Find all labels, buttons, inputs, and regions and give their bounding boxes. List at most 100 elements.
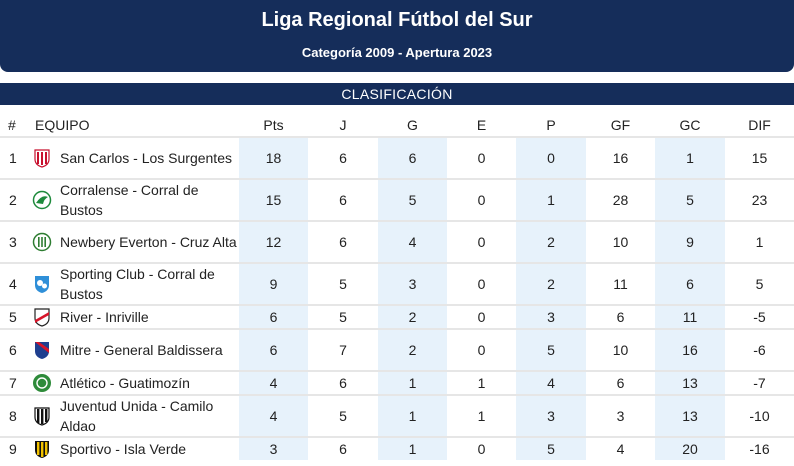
won-cell: 2 — [378, 328, 447, 371]
team-name: Juventud Unida - Camilo Aldao — [60, 398, 214, 434]
goal-difference-cell: -6 — [725, 328, 794, 371]
won-cell: 6 — [378, 136, 447, 179]
table-row[interactable]: 3 Newbery Everton - Cruz Alta 12 6 4 0 2… — [0, 220, 794, 263]
lost-cell: 5 — [516, 328, 586, 371]
lost-cell: 5 — [516, 436, 586, 460]
col-header-position[interactable]: # — [8, 117, 16, 133]
lost-cell: 1 — [516, 178, 586, 221]
col-header-played[interactable]: J — [339, 117, 347, 133]
points-cell: 15 — [239, 178, 308, 221]
team-cell[interactable]: Sporting Club - Corral de Bustos — [32, 262, 239, 305]
goals-for-cell: 4 — [586, 436, 655, 460]
team-cell[interactable]: River - Inriville — [32, 304, 239, 329]
table-row[interactable]: 2 Corralense - Corral de Bustos 15 6 5 0… — [0, 178, 794, 221]
goals-for-cell: 16 — [586, 136, 655, 179]
points-cell: 4 — [239, 394, 308, 437]
goals-for-cell: 10 — [586, 328, 655, 371]
page-header: Liga Regional Fútbol del Sur Categoría 2… — [0, 0, 794, 72]
goals-against-cell: 20 — [655, 436, 725, 460]
points-cell: 9 — [239, 262, 308, 305]
atletico-guatimozin-crest-icon — [33, 374, 51, 392]
position-cell: 4 — [0, 262, 32, 305]
col-header-goals-for[interactable]: GF — [610, 117, 631, 133]
played-cell: 5 — [308, 262, 378, 305]
points-cell: 12 — [239, 220, 308, 263]
standings-table: # EQUIPO Pts J G E P GF GC DIF 1 — [0, 114, 794, 460]
played-cell: 6 — [308, 178, 378, 221]
drawn-cell: 0 — [447, 328, 516, 371]
team-cell[interactable]: Corralense - Corral de Bustos — [32, 178, 239, 221]
goals-against-cell: 1 — [655, 136, 725, 179]
goals-against-cell: 9 — [655, 220, 725, 263]
table-row[interactable]: 9 Sportivo - Isla Verde 3 6 1 0 5 4 20 — [0, 436, 794, 460]
table-row[interactable]: 4 Sporting Club - Corral de Bustos 9 5 3… — [0, 262, 794, 305]
team-cell[interactable]: Atlético - Guatimozín — [32, 370, 239, 395]
played-cell: 6 — [308, 370, 378, 395]
goal-difference-cell: 5 — [725, 262, 794, 305]
team-name: Corralense - Corral de Bustos — [60, 182, 199, 218]
table-header-row: # EQUIPO Pts J G E P GF GC DIF — [0, 114, 794, 137]
played-cell: 6 — [308, 220, 378, 263]
won-cell: 3 — [378, 262, 447, 305]
san-carlos-crest-icon — [34, 149, 50, 168]
league-title: Liga Regional Fútbol del Sur — [261, 9, 533, 31]
goals-against-cell: 5 — [655, 178, 725, 221]
played-cell: 5 — [308, 394, 378, 437]
goals-against-cell: 6 — [655, 262, 725, 305]
team-cell[interactable]: Sportivo - Isla Verde — [32, 436, 239, 460]
table-row[interactable]: 5 River - Inriville 6 5 2 0 3 6 11 -5 — [0, 304, 794, 329]
goals-for-cell: 6 — [586, 370, 655, 395]
table-row[interactable]: 1 San Carlos - Los Surgentes 18 6 6 0 0 … — [0, 136, 794, 179]
points-cell: 6 — [239, 304, 308, 329]
position-cell: 6 — [0, 328, 32, 371]
col-header-drawn[interactable]: E — [476, 117, 487, 133]
team-name: Sporting Club - Corral de Bustos — [60, 266, 215, 302]
position-cell: 2 — [0, 178, 32, 221]
position-cell: 5 — [0, 304, 32, 329]
table-row[interactable]: 8 Juventud Unida - Camilo Aldao 4 5 1 1 … — [0, 394, 794, 437]
points-cell: 6 — [239, 328, 308, 371]
newbery-everton-crest-icon — [32, 232, 52, 252]
col-header-won[interactable]: G — [407, 117, 418, 133]
goals-for-cell: 11 — [586, 262, 655, 305]
goal-difference-cell: 1 — [725, 220, 794, 263]
played-cell: 5 — [308, 304, 378, 329]
goals-for-cell: 6 — [586, 304, 655, 329]
table-row[interactable]: 6 Mitre - General Baldissera 6 7 2 0 5 1… — [0, 328, 794, 371]
drawn-cell: 1 — [447, 394, 516, 437]
team-name: Newbery Everton - Cruz Alta — [60, 234, 237, 250]
played-cell: 6 — [308, 436, 378, 460]
points-cell: 18 — [239, 136, 308, 179]
goals-against-cell: 11 — [655, 304, 725, 329]
goals-against-cell: 16 — [655, 328, 725, 371]
lost-cell: 3 — [516, 394, 586, 437]
drawn-cell: 0 — [447, 304, 516, 329]
position-cell: 7 — [0, 370, 32, 395]
lost-cell: 4 — [516, 370, 586, 395]
col-header-team[interactable]: EQUIPO — [35, 117, 90, 133]
col-header-goal-difference[interactable]: DIF — [748, 117, 771, 133]
col-header-lost[interactable]: P — [546, 117, 556, 133]
col-header-goals-against[interactable]: GC — [679, 117, 701, 133]
team-cell[interactable]: Newbery Everton - Cruz Alta — [32, 220, 239, 263]
team-name: San Carlos - Los Surgentes — [60, 150, 232, 166]
lost-cell: 2 — [516, 220, 586, 263]
goal-difference-cell: 23 — [725, 178, 794, 221]
points-cell: 3 — [239, 436, 308, 460]
goal-difference-cell: -16 — [725, 436, 794, 460]
goal-difference-cell: -5 — [725, 304, 794, 329]
drawn-cell: 0 — [447, 436, 516, 460]
points-cell: 4 — [239, 370, 308, 395]
position-cell: 8 — [0, 394, 32, 437]
mitre-crest-icon — [35, 342, 49, 359]
col-header-points[interactable]: Pts — [263, 117, 284, 133]
team-cell[interactable]: Juventud Unida - Camilo Aldao — [32, 394, 239, 437]
goals-against-cell: 13 — [655, 394, 725, 437]
table-row[interactable]: 7 Atlético - Guatimozín 4 6 1 1 4 6 13 -… — [0, 370, 794, 395]
team-cell[interactable]: Mitre - General Baldissera — [32, 328, 239, 371]
sporting-club-crest-icon — [35, 276, 49, 293]
team-cell[interactable]: San Carlos - Los Surgentes — [32, 136, 239, 179]
goals-for-cell: 3 — [586, 394, 655, 437]
drawn-cell: 0 — [447, 178, 516, 221]
won-cell: 1 — [378, 436, 447, 460]
